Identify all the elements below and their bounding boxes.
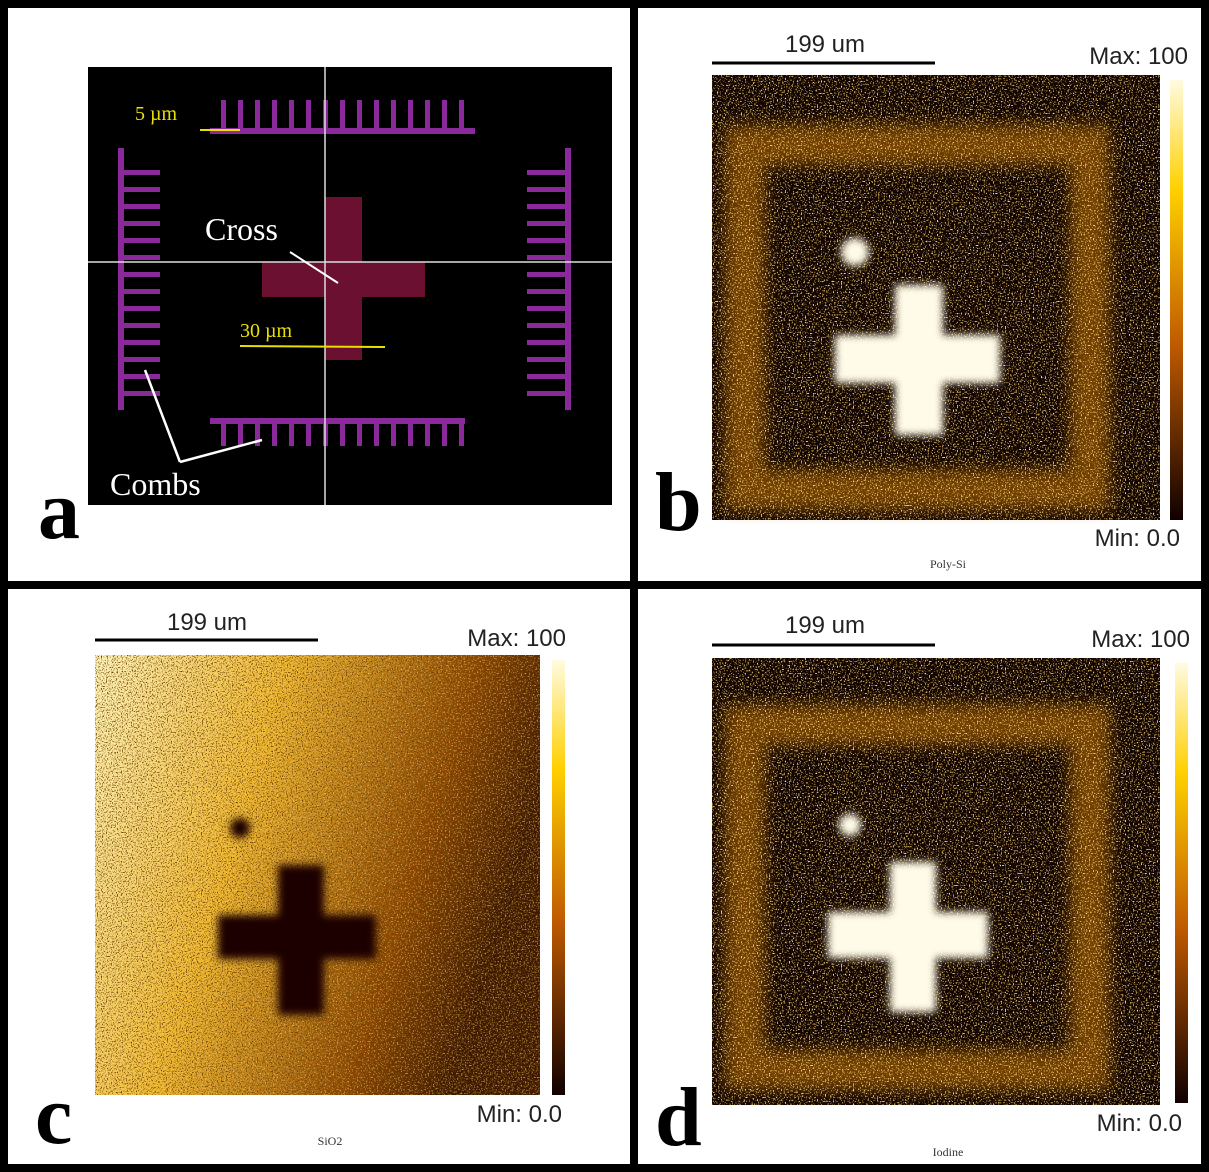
caption: Iodine: [933, 1145, 964, 1159]
pointer-arrow: [179, 438, 263, 464]
comb: [120, 158, 160, 408]
scale-label: 199 um: [167, 609, 247, 636]
annotation: Combs: [110, 466, 201, 502]
panel-label: c: [35, 1069, 72, 1162]
pointer-arrow: [289, 251, 339, 284]
min-label: Min: 0.0: [1095, 525, 1180, 552]
annotation: Cross: [205, 211, 278, 247]
caption: SiO2: [318, 1134, 343, 1148]
panel-c: 199 um Max: 100 Min: 0.0 SiO2 c: [35, 609, 566, 1162]
comb: [210, 418, 465, 424]
blob: [839, 814, 861, 836]
max-label: Max: 100: [1089, 43, 1188, 70]
annotation: 5 µm: [135, 103, 178, 125]
colorbar: [552, 660, 565, 1095]
blob: [841, 238, 869, 266]
max-label: Max: 100: [467, 625, 566, 652]
cross-signal: [828, 814, 988, 1012]
min-label: Min: 0.0: [1097, 1110, 1182, 1137]
comb: [210, 128, 475, 134]
cross-signal: [218, 818, 376, 1015]
colorbar: [1170, 80, 1183, 520]
cross-arm: [828, 912, 988, 958]
panel-label: a: [38, 464, 80, 557]
scale-label: 199 um: [785, 612, 865, 639]
cross-arm: [218, 915, 376, 959]
scale-label: 199 um: [785, 31, 865, 58]
cross-arm: [835, 335, 1000, 383]
cross-signal: [835, 238, 1000, 435]
blob: [230, 818, 250, 838]
panel-label: b: [655, 456, 702, 549]
comb: [527, 158, 567, 408]
comb: [565, 148, 571, 410]
max-label: Max: 100: [1091, 626, 1190, 653]
caption: Poly-Si: [930, 557, 967, 571]
dimension-arrow: [239, 345, 386, 348]
panel-a: 5 µm 30 µm Cross Combs a: [38, 67, 612, 557]
colorbar: [1175, 663, 1188, 1103]
panel-label: d: [655, 1071, 702, 1164]
cross: [262, 262, 425, 297]
panel-d: 199 um Max: 100 Min: 0.0 Iodine d: [655, 612, 1190, 1164]
annotation: 30 µm: [240, 320, 293, 342]
min-label: Min: 0.0: [477, 1101, 562, 1128]
panel-b: 199 um Max: 100 Min: 0.0 Poly-Si b: [655, 31, 1188, 571]
pointer-arrow: [143, 369, 182, 463]
comb: [210, 100, 475, 130]
